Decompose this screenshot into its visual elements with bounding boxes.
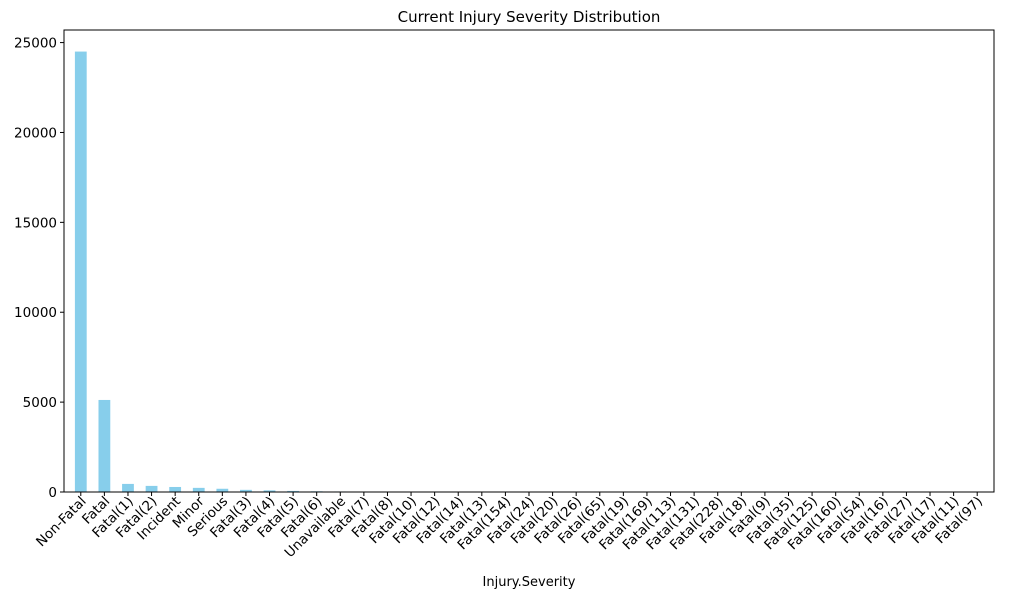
bar — [287, 490, 299, 492]
bar — [98, 399, 111, 492]
plot-frame — [63, 29, 995, 493]
bar — [192, 487, 205, 492]
chart-title: Current Injury Severity Distribution — [398, 8, 661, 26]
x-tick-label: Non-Fatal — [33, 494, 90, 551]
bar — [263, 490, 276, 492]
y-tick-label: 15000 — [14, 215, 57, 231]
x-axis: Non-FatalFatalFatal(1)Fatal(2)IncidentMi… — [33, 492, 986, 561]
y-tick-label: 20000 — [14, 125, 57, 141]
bar — [169, 486, 182, 492]
bar — [74, 51, 87, 492]
y-tick-label: 0 — [48, 485, 57, 501]
y-tick-label: 10000 — [14, 305, 57, 321]
bar — [216, 488, 229, 492]
bar — [122, 483, 134, 492]
bar — [240, 489, 252, 492]
y-tick-label: 5000 — [23, 395, 57, 411]
bars-group — [74, 51, 984, 492]
y-axis: 0 5000 10000 15000 20000 25000 — [14, 36, 64, 501]
x-axis-label: Injury.Severity — [483, 575, 576, 590]
bar — [145, 485, 158, 492]
y-tick-label: 25000 — [14, 36, 57, 52]
